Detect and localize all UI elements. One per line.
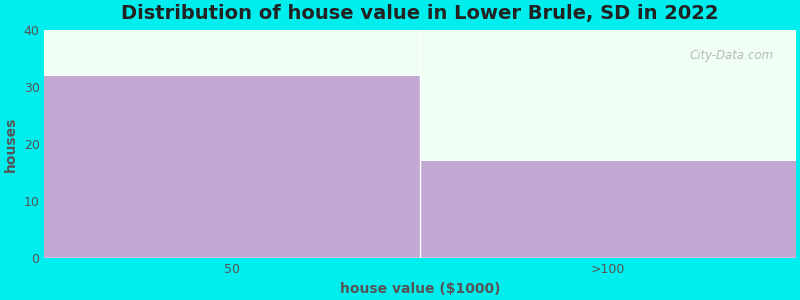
Title: Distribution of house value in Lower Brule, SD in 2022: Distribution of house value in Lower Bru… — [122, 4, 719, 23]
Text: City-Data.com: City-Data.com — [689, 49, 774, 62]
Y-axis label: houses: houses — [4, 117, 18, 172]
Bar — [420, 161, 796, 258]
X-axis label: house value ($1000): house value ($1000) — [340, 282, 500, 296]
Bar — [45, 76, 420, 258]
